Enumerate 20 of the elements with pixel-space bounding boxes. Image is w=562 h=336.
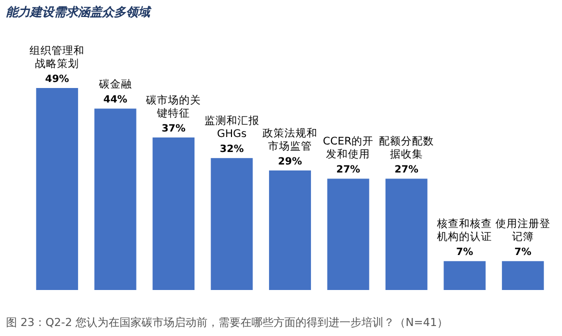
x-tick-label: 政策法规和市场监管	[262, 126, 318, 152]
data-label: 7%	[514, 247, 532, 258]
x-tick-label: CCER的开发和使用	[322, 136, 374, 161]
data-label: 37%	[162, 123, 186, 134]
x-tick-label: 核查和核查机构的认证	[436, 217, 492, 244]
data-label: 29%	[278, 156, 302, 168]
x-tick-label: 碳市场的关键特征	[145, 93, 202, 120]
data-label: 27%	[394, 164, 418, 176]
x-tick-label: 组织管理和战略策划	[30, 44, 85, 70]
x-tick-label: 监测和汇报GHGs	[204, 114, 260, 140]
title: 能力建设需求涵盖众多领域	[6, 5, 150, 19]
caption: 图 23：Q2-2 您认为在国家碳市场启动前，需要在哪些方面的得到进一步培训？（N=41）	[6, 316, 448, 329]
data-label: 7%	[456, 247, 474, 258]
x-tick-label: 碳金融	[98, 78, 132, 91]
data-label: 44%	[103, 94, 128, 106]
data-label: 49%	[45, 74, 70, 85]
x-tick-label: 使用注册登记簿	[495, 217, 550, 244]
data-label: 32%	[220, 144, 244, 156]
x-tick-label: 配额分配数据收集	[378, 134, 434, 161]
data-label: 27%	[336, 164, 360, 176]
